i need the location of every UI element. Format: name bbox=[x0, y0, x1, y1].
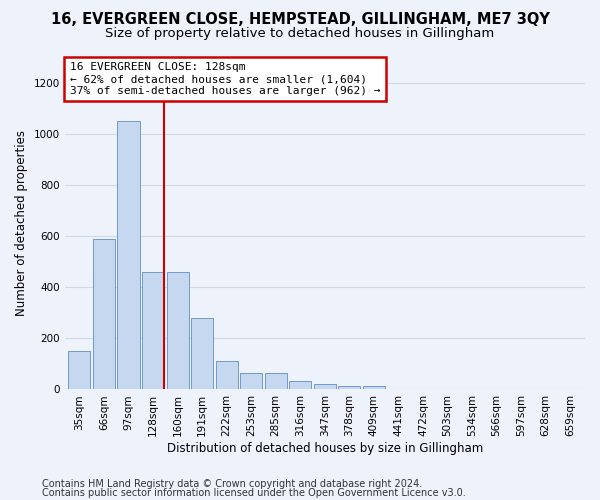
Bar bbox=[265, 373, 287, 390]
Text: Size of property relative to detached houses in Gillingham: Size of property relative to detached ho… bbox=[106, 28, 494, 40]
Text: 16, EVERGREEN CLOSE, HEMPSTEAD, GILLINGHAM, ME7 3QY: 16, EVERGREEN CLOSE, HEMPSTEAD, GILLINGH… bbox=[50, 12, 550, 28]
Text: 16 EVERGREEN CLOSE: 128sqm
← 62% of detached houses are smaller (1,604)
37% of s: 16 EVERGREEN CLOSE: 128sqm ← 62% of deta… bbox=[70, 62, 380, 96]
Text: Contains HM Land Registry data © Crown copyright and database right 2024.: Contains HM Land Registry data © Crown c… bbox=[42, 479, 422, 489]
Bar bbox=[93, 239, 115, 390]
Bar bbox=[314, 384, 336, 390]
Text: Contains public sector information licensed under the Open Government Licence v3: Contains public sector information licen… bbox=[42, 488, 466, 498]
Bar bbox=[167, 272, 188, 390]
Bar bbox=[68, 351, 91, 390]
Bar bbox=[363, 386, 385, 390]
Bar bbox=[240, 373, 262, 390]
Y-axis label: Number of detached properties: Number of detached properties bbox=[15, 130, 28, 316]
Bar bbox=[289, 380, 311, 390]
Bar bbox=[118, 122, 140, 390]
Bar bbox=[191, 318, 213, 390]
Bar bbox=[338, 386, 361, 390]
Bar bbox=[142, 272, 164, 390]
Bar bbox=[215, 362, 238, 390]
X-axis label: Distribution of detached houses by size in Gillingham: Distribution of detached houses by size … bbox=[167, 442, 483, 455]
